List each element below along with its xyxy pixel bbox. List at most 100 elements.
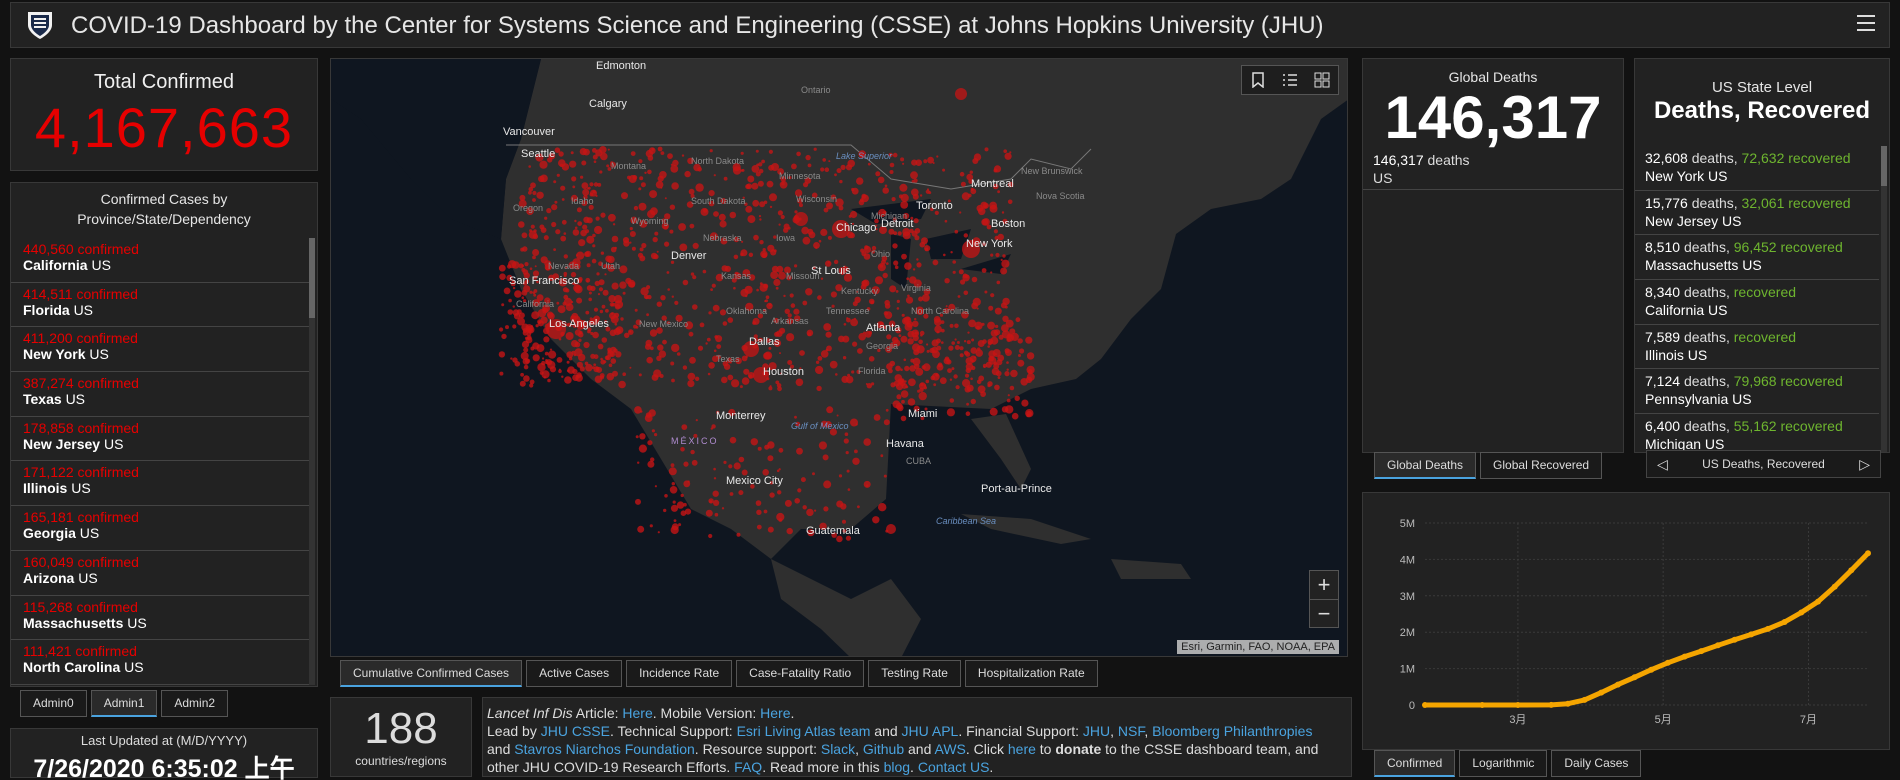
state-list-item[interactable]: 7,589 deaths, recovered Illinois US: [1635, 325, 1879, 370]
legend-list-icon[interactable]: [1274, 66, 1306, 94]
map-label: Idaho: [571, 196, 594, 206]
map-tab-0[interactable]: Cumulative Confirmed Cases: [340, 660, 523, 687]
confirmed-list-scrollbar[interactable]: [309, 238, 315, 685]
confirmed-data-point[interactable]: [1731, 636, 1738, 643]
article-link[interactable]: Here: [622, 705, 653, 721]
confirmed-series-line: [1422, 550, 1871, 708]
map-tab-2[interactable]: Incidence Rate: [626, 660, 733, 687]
confirmed-data-point[interactable]: [1514, 702, 1521, 708]
slack-link[interactable]: Slack: [820, 741, 856, 757]
map-label: San Francisco: [509, 275, 579, 287]
zoom-out-button[interactable]: −: [1310, 599, 1338, 627]
confirmed-data-point[interactable]: [1681, 653, 1688, 660]
state-list-item[interactable]: 15,776 deaths, 32,061 recovered New Jerse…: [1635, 191, 1879, 236]
confirmed-data-point[interactable]: [1748, 631, 1755, 638]
confirmed-data-point[interactable]: [1548, 701, 1555, 708]
github-link[interactable]: Github: [862, 741, 905, 757]
deaths-tab-0[interactable]: Global Deaths: [1374, 452, 1477, 479]
confirmed-list-item[interactable]: 165,181 confirmed Georgia US: [11, 506, 309, 551]
map-label: North Carolina: [911, 306, 969, 316]
confirmed-data-point[interactable]: [1798, 609, 1805, 616]
y-tick-label: 5M: [1400, 518, 1415, 530]
bookmark-icon[interactable]: [1242, 66, 1274, 94]
map-tab-1[interactable]: Active Cases: [526, 660, 623, 687]
mobile-version-link[interactable]: Here: [760, 705, 791, 721]
zoom-in-button[interactable]: +: [1317, 572, 1331, 597]
y-tick-label: 1M: [1400, 664, 1415, 676]
confirmed-list-item[interactable]: 178,858 confirmed New Jersey US: [11, 417, 309, 462]
state-list-item[interactable]: 8,340 deaths, recovered California US: [1635, 280, 1879, 325]
confirmed-data-point[interactable]: [1865, 550, 1871, 557]
confirmed-list-item[interactable]: 414,511 confirmed Florida US: [11, 283, 309, 328]
map-tab-3[interactable]: Case-Fatality Ratio: [736, 660, 865, 687]
faq-link[interactable]: FAQ: [734, 759, 763, 775]
map-label: Montreal: [971, 178, 1014, 190]
confirmed-data-point[interactable]: [1422, 702, 1428, 708]
chart-tab-1[interactable]: Logarithmic: [1459, 750, 1548, 777]
state-list-item[interactable]: 7,124 deaths, 79,968 recovered Pennsylvan…: [1635, 369, 1879, 415]
confirmed-data-point[interactable]: [1479, 702, 1486, 708]
confirmed-data-point[interactable]: [1664, 659, 1671, 666]
map-tab-5[interactable]: Hospitalization Rate: [964, 660, 1098, 687]
confirmed-list-item[interactable]: 171,122 confirmed Illinois US: [11, 461, 309, 507]
map-tab-4[interactable]: Testing Rate: [868, 660, 961, 687]
header-bar: COVID-19 Dashboard by the Center for Sys…: [10, 2, 1890, 48]
map-label: Toronto: [916, 200, 953, 212]
state-list-item[interactable]: 8,510 deaths, 96,452 recovered Massachuse…: [1635, 235, 1879, 281]
jhu-csse-link[interactable]: JHU CSSE: [540, 723, 610, 739]
state-deaths-list[interactable]: 32,608 deaths, 72,632 recovered New York …: [1635, 146, 1879, 454]
aws-link[interactable]: AWS: [934, 741, 966, 757]
donate-here-link[interactable]: here: [1007, 741, 1036, 757]
confirmed-data-point[interactable]: [1765, 625, 1771, 632]
confirmed-data-point[interactable]: [1648, 666, 1655, 673]
map-label: Mexico City: [726, 475, 783, 487]
map-label: Oregon: [513, 203, 543, 213]
confirmed-data-point[interactable]: [1815, 598, 1821, 605]
chart-tab-0[interactable]: Confirmed: [1374, 750, 1456, 777]
blog-link[interactable]: blog: [883, 759, 911, 775]
confirmed-data-point[interactable]: [1631, 674, 1638, 681]
confirmed-data-point[interactable]: [1581, 696, 1588, 703]
state-list-item[interactable]: 6,400 deaths, 55,162 recovered Michigan U…: [1635, 414, 1879, 454]
state-list-scrollbar[interactable]: [1881, 146, 1887, 452]
esri-link[interactable]: Esri Living Atlas team: [736, 723, 871, 739]
state-level-subtitle: Deaths, Recovered: [1653, 97, 1871, 124]
confirmed-list-item[interactable]: 111,421 confirmed North Carolina US: [11, 640, 309, 685]
confirmed-data-point[interactable]: [1698, 648, 1705, 655]
case-dots[interactable]: [498, 88, 1035, 543]
stavros-link[interactable]: Stavros Niarchos Foundation: [514, 741, 695, 757]
admin-tab-1[interactable]: Admin1: [90, 690, 158, 717]
next-arrow-icon[interactable]: ▷: [1859, 456, 1870, 472]
contact-us-link[interactable]: Contact US: [917, 759, 990, 775]
deaths-tab-1[interactable]: Global Recovered: [1480, 452, 1603, 479]
confirmed-data-point[interactable]: [1831, 583, 1838, 590]
state-list-item[interactable]: 32,608 deaths, 72,632 recovered New York …: [1635, 146, 1879, 191]
admin-tab-2[interactable]: Admin2: [161, 690, 229, 717]
confirmed-data-point[interactable]: [1598, 689, 1605, 696]
map-label: Port-au-Prince: [981, 483, 1052, 495]
bloomberg-link[interactable]: Bloomberg Philanthropies: [1152, 723, 1313, 739]
chart-tab-2[interactable]: Daily Cases: [1551, 750, 1642, 777]
map-label: North Dakota: [691, 156, 744, 166]
confirmed-data-point[interactable]: [1614, 681, 1621, 688]
global-deaths-title: Global Deaths: [1448, 69, 1538, 85]
jhu-apl-link[interactable]: JHU APL: [901, 723, 959, 739]
confirmed-list-item[interactable]: 387,274 confirmed Texas US: [11, 372, 309, 417]
confirmed-list-item[interactable]: 160,049 confirmed Arizona US: [11, 551, 309, 596]
case-map[interactable]: Edmonton Calgary Vancouver Seattle Ontario Mo…: [330, 58, 1348, 657]
jhu-link[interactable]: JHU: [1082, 723, 1111, 739]
confirmed-data-point[interactable]: [1848, 567, 1855, 574]
confirmed-data-point[interactable]: [1564, 700, 1571, 707]
confirmed-list[interactable]: 440,560 confirmed California US 414,511 co…: [11, 238, 309, 685]
confirmed-list-item[interactable]: 115,268 confirmed Massachusetts US: [11, 596, 309, 641]
hamburger-menu-icon[interactable]: [1857, 15, 1875, 31]
confirmed-data-point[interactable]: [1715, 642, 1721, 649]
map-canvas[interactable]: Edmonton Calgary Vancouver Seattle Ontario Mo…: [331, 59, 1348, 657]
nsf-link[interactable]: NSF: [1117, 723, 1145, 739]
confirmed-list-item[interactable]: 440,560 confirmed California US: [11, 238, 309, 283]
previous-arrow-icon[interactable]: ◁: [1657, 456, 1668, 472]
confirmed-list-item[interactable]: 411,200 confirmed New York US: [11, 327, 309, 373]
confirmed-data-point[interactable]: [1781, 619, 1788, 625]
basemap-gallery-icon[interactable]: [1306, 66, 1338, 94]
admin-tab-0[interactable]: Admin0: [20, 690, 87, 717]
